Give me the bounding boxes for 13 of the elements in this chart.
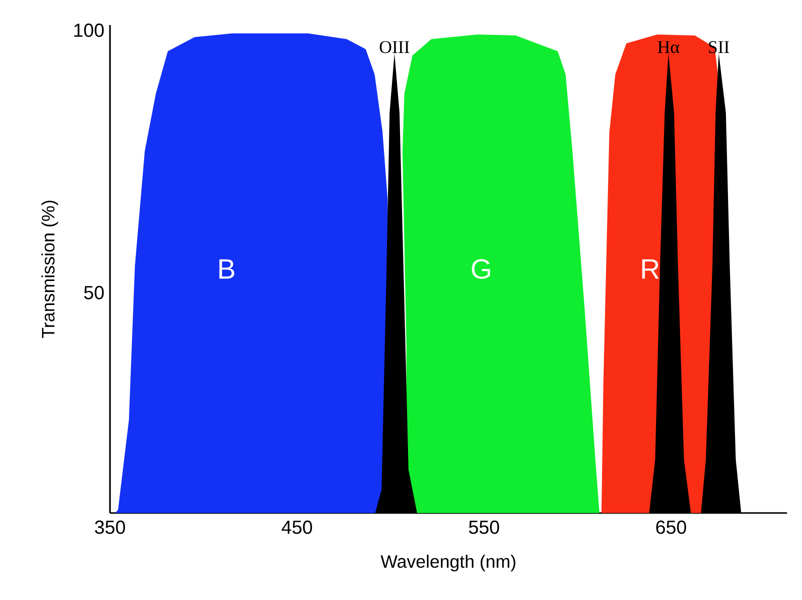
series-label: OIII xyxy=(380,41,410,54)
x-axis-title: Wavelength (nm) xyxy=(380,554,516,572)
x-tick-label: 350 xyxy=(94,520,126,534)
y-tick-label: 100 xyxy=(74,24,104,37)
series-label: G xyxy=(472,259,490,279)
x-tick-label: 450 xyxy=(282,520,312,534)
x-tick-label: 650 xyxy=(656,520,686,534)
x-tick-label: 550 xyxy=(468,520,500,534)
series-label: Hα xyxy=(658,41,680,54)
y-tick-label: 50 xyxy=(84,286,104,300)
series-label: B xyxy=(219,259,234,279)
y-axis-title: Transmission (%) xyxy=(41,200,58,338)
series-label: R xyxy=(642,259,659,279)
